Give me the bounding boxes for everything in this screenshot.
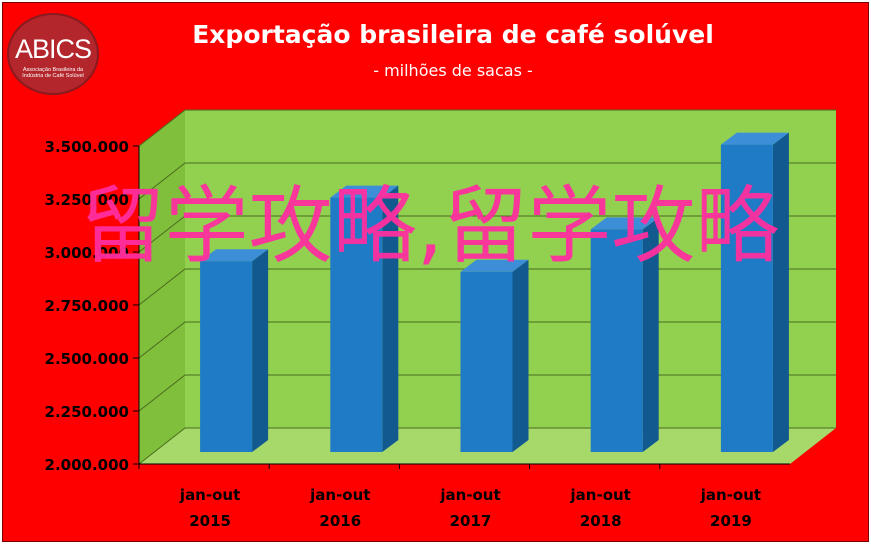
bar-side [382,185,399,452]
bar [590,217,659,452]
bars [200,132,789,452]
x-tick-label-year: 2016 [319,512,361,530]
bar-side [512,259,529,452]
gridline [138,109,836,147]
bar-side [642,217,659,452]
bar-front [720,144,773,452]
bar-front [330,197,383,452]
bar [460,259,529,452]
bar-front [590,229,643,452]
y-tick-label: 3.000.000 [45,244,129,262]
y-tick-label: 3.250.000 [45,191,129,209]
x-tick-label: jan-out [570,486,631,504]
bar [330,185,399,452]
bar-top [200,249,269,262]
x-tick-label-year: 2015 [189,512,231,530]
logo-subtext: Associação Brasileira da Indústria de Ca… [22,67,84,79]
bar-front [200,261,253,452]
x-tick-label-year: 2017 [450,512,492,530]
bar-front [460,271,513,452]
x-axis: jan-out 2015 jan-out 2016 jan-out 2017 jan-out… [138,463,790,530]
bar-top [460,259,529,272]
bar [200,249,269,452]
y-tick-label: 3.500.000 [45,138,129,156]
x-tick-label-year: 2019 [710,512,752,530]
y-tick-label: 2.250.000 [45,403,129,421]
bar-top [590,217,659,230]
abics-logo: ABICS Associação Brasileira da Indústria… [7,13,99,95]
x-tick-label-year: 2018 [580,512,622,530]
gridline [138,162,836,200]
bar [720,132,789,452]
x-tick-label: jan-out [309,486,370,504]
bar-side [252,249,269,452]
gridline [138,215,836,253]
y-axis: 2.000.000 2.250.000 2.500.000 2.750.000 3.00… [45,138,140,474]
logo-text: ABICS [14,34,92,64]
x-tick-label: jan-out [179,486,240,504]
y-tick-label: 2.750.000 [45,297,129,315]
chart-subtitle: - milhões de sacas - [373,61,533,80]
y-tick-label: 2.000.000 [45,456,129,474]
y-tick-label: 2.500.000 [45,350,129,368]
chart-title: Exportação brasileira de café solúvel [192,20,714,49]
bar-top [330,185,399,198]
x-tick-label: jan-out [439,486,500,504]
bar-side [772,132,789,452]
bar-top [720,132,789,145]
x-tick-label: jan-out [700,486,761,504]
